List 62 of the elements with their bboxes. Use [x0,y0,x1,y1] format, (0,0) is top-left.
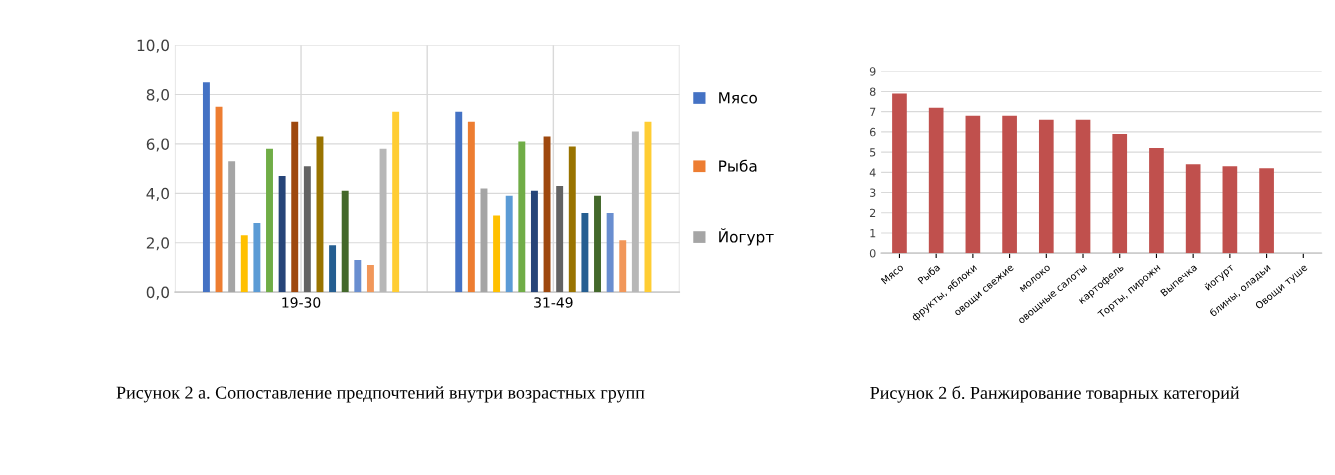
bar [316,136,324,293]
y-tick-label: 6,0 [146,138,170,152]
bar [556,185,564,293]
bar [392,111,400,293]
y-tick-label: 5 [870,148,876,157]
legend-label: Рыба [719,159,757,172]
bar [266,148,273,293]
bar [366,264,374,293]
bar [606,213,614,293]
bar [303,166,311,293]
y-tick-label: 4,0 [146,187,170,201]
bar [467,121,475,293]
y-tick-label: 0,0 [146,286,170,300]
bar [240,235,248,293]
y-tick-label: 3 [870,188,876,197]
bar [202,82,210,293]
bar [341,190,349,293]
x-tick-label: 31-49 [534,297,573,308]
bar [291,121,299,293]
bar [1002,115,1017,254]
y-tick-label: 2,0 [146,237,170,251]
bar [928,107,944,254]
bar [530,190,538,293]
bar [965,115,981,254]
bar [619,240,627,293]
bar [581,213,589,293]
bar [1075,119,1091,254]
text: Рисунок 2 б. Ранжирование товарных категорий [870,385,1240,403]
bar [329,245,337,293]
bar [253,222,261,293]
y-tick-label: 1 [870,229,876,238]
x-tick-label: 19-30 [282,297,321,308]
legend-label: Йогурт [719,228,774,246]
bar [1038,119,1054,254]
legend-label: Мясо [719,92,757,104]
text: Рисунок 2 а. Сопоставление предпочтений внутри возрастных групп [116,386,645,403]
bar [1149,148,1164,254]
y-tick-label: 8,0 [146,88,170,103]
bar [278,176,286,293]
y-tick-label: 0 [869,249,876,258]
bar [518,141,526,293]
bar [505,195,513,293]
bar [1259,168,1274,254]
y-tick-label: 8 [869,87,876,96]
y-tick-label: 4 [869,168,876,177]
bar [568,146,576,293]
bar [493,215,501,293]
y-tick-label: 9 [869,67,876,76]
bar [892,93,907,254]
bar [594,195,601,293]
bar [215,106,223,293]
y-tick-label: 7 [870,107,876,116]
y-tick-label: 2 [869,208,876,217]
bar [1185,164,1201,254]
bar [354,260,362,293]
bar [543,136,551,293]
bar [1222,166,1238,254]
bar [1112,133,1128,254]
bar [228,161,236,293]
y-tick-label: 6 [869,127,876,137]
bar [455,111,463,293]
y-tick-label: 10,0 [137,39,170,53]
